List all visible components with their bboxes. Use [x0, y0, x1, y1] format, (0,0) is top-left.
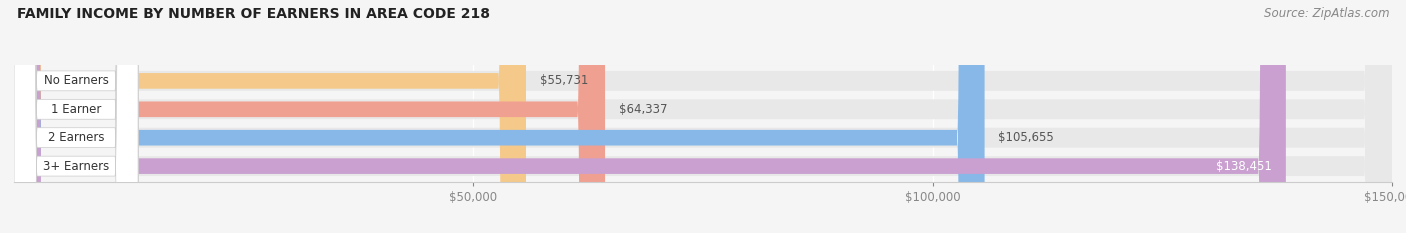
FancyBboxPatch shape — [14, 0, 1392, 233]
FancyBboxPatch shape — [14, 0, 605, 233]
Text: $55,731: $55,731 — [540, 74, 588, 87]
FancyBboxPatch shape — [14, 0, 1392, 233]
Text: 2 Earners: 2 Earners — [48, 131, 104, 144]
Text: FAMILY INCOME BY NUMBER OF EARNERS IN AREA CODE 218: FAMILY INCOME BY NUMBER OF EARNERS IN AR… — [17, 7, 489, 21]
FancyBboxPatch shape — [14, 0, 1392, 233]
Text: $138,451: $138,451 — [1216, 160, 1272, 173]
FancyBboxPatch shape — [14, 0, 526, 233]
Text: Source: ZipAtlas.com: Source: ZipAtlas.com — [1264, 7, 1389, 20]
FancyBboxPatch shape — [14, 0, 1286, 233]
Text: 3+ Earners: 3+ Earners — [44, 160, 110, 173]
FancyBboxPatch shape — [14, 0, 138, 233]
FancyBboxPatch shape — [14, 0, 138, 233]
FancyBboxPatch shape — [14, 0, 1392, 233]
FancyBboxPatch shape — [14, 0, 138, 233]
FancyBboxPatch shape — [14, 0, 138, 233]
Text: $64,337: $64,337 — [619, 103, 668, 116]
Text: 1 Earner: 1 Earner — [51, 103, 101, 116]
FancyBboxPatch shape — [14, 0, 984, 233]
Text: No Earners: No Earners — [44, 74, 108, 87]
Text: $105,655: $105,655 — [998, 131, 1054, 144]
